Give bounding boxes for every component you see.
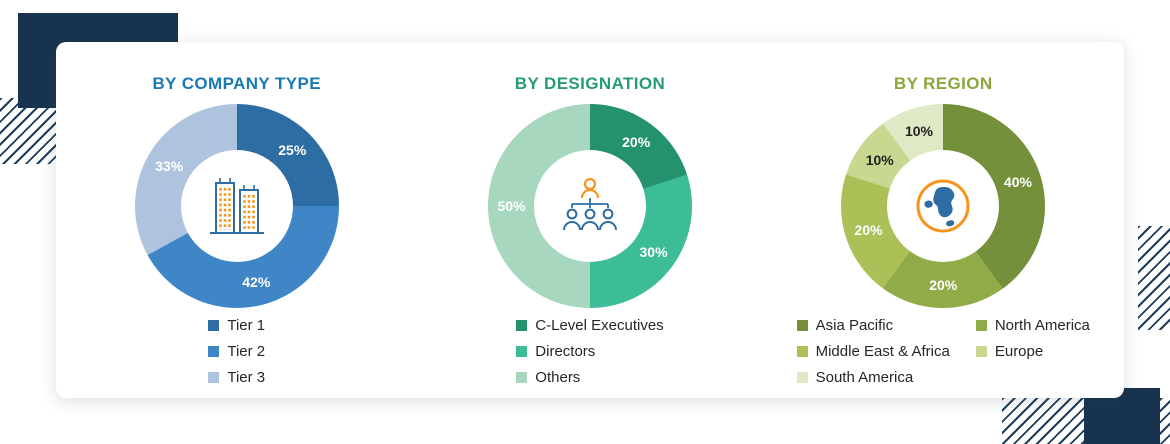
company-type-title: BY COMPANY TYPE bbox=[152, 74, 321, 93]
hatch-pattern-top-left bbox=[0, 98, 58, 164]
legend-swatch bbox=[796, 372, 808, 383]
slice-label: 33% bbox=[155, 158, 184, 175]
legend-column: Asia Pacific Middle East & Africa South Am… bbox=[796, 317, 950, 386]
slice-label: 50% bbox=[497, 198, 526, 214]
slice-label: 30% bbox=[639, 244, 668, 261]
legend-swatch bbox=[208, 346, 220, 357]
legend-item: Directors bbox=[516, 343, 663, 360]
legend-swatch bbox=[208, 372, 220, 383]
region-title: BY REGION bbox=[893, 74, 993, 93]
company-type-chart: BY COMPANY TYPE bbox=[64, 74, 409, 398]
legend-column: C-Level Executives Directors Others bbox=[516, 317, 664, 386]
legend-swatch bbox=[975, 320, 987, 331]
region-chart: BY REGION 40% 20% 20% 10% 10% Asia Pacific Mi… bbox=[771, 74, 1116, 398]
legend-label: Asia Pacific bbox=[815, 317, 894, 334]
legend-item: Tier 2 bbox=[208, 343, 265, 360]
legend-swatch bbox=[516, 320, 528, 331]
legend-column: Tier 1 Tier 2 Tier 3 bbox=[208, 317, 265, 386]
slice-label: 10% bbox=[904, 123, 933, 140]
slice-label: 20% bbox=[622, 134, 651, 151]
donut-center bbox=[534, 150, 646, 262]
legend-column: North America Europe bbox=[975, 317, 1090, 386]
slice-label: 10% bbox=[865, 151, 894, 168]
legend-swatch bbox=[516, 372, 528, 383]
legend-swatch bbox=[975, 346, 987, 357]
legend-label: Others bbox=[535, 369, 581, 386]
designation-donut: 20% 30% 50% bbox=[488, 104, 692, 308]
slice-label: 25% bbox=[278, 142, 307, 159]
buildings-icon bbox=[209, 178, 264, 234]
hatch-pattern-right bbox=[1138, 226, 1170, 330]
designation-legend: C-Level Executives Directors Others bbox=[516, 317, 664, 386]
legend-item: South America bbox=[796, 369, 950, 386]
org-chart-icon bbox=[563, 177, 617, 231]
legend-label: Tier 3 bbox=[227, 369, 266, 386]
legend-swatch bbox=[796, 346, 808, 357]
legend-item: Europe bbox=[975, 343, 1090, 360]
designation-title: BY DESIGNATION bbox=[514, 74, 666, 93]
legend-label: C-Level Executives bbox=[535, 317, 664, 334]
legend-label: Directors bbox=[535, 343, 596, 360]
legend-swatch bbox=[796, 320, 808, 331]
legend-item: C-Level Executives bbox=[516, 317, 664, 334]
slice-label: 42% bbox=[242, 274, 271, 291]
legend-item: Tier 3 bbox=[208, 369, 265, 386]
designation-chart: BY DESIGNATION bbox=[418, 74, 763, 398]
legend-label: Middle East & Africa bbox=[815, 343, 950, 360]
legend-item: North America bbox=[975, 317, 1090, 334]
slice-label: 20% bbox=[854, 222, 883, 239]
slice-label: 40% bbox=[1003, 173, 1032, 190]
legend-label: Europe bbox=[994, 343, 1044, 360]
slice-label: 20% bbox=[929, 276, 958, 293]
legend-item: Middle East & Africa bbox=[796, 343, 950, 360]
infographic-card: BY COMPANY TYPE bbox=[56, 42, 1124, 398]
region-legend: Asia Pacific Middle East & Africa South Am… bbox=[796, 317, 1090, 386]
legend-label: Tier 2 bbox=[227, 343, 266, 360]
legend-label: South America bbox=[815, 369, 914, 386]
legend-swatch bbox=[208, 320, 220, 331]
donut-center bbox=[180, 150, 293, 262]
legend-item: Others bbox=[516, 369, 663, 386]
legend-item: Asia Pacific bbox=[796, 317, 950, 334]
donut-center bbox=[887, 150, 1000, 262]
legend-label: Tier 1 bbox=[227, 317, 266, 334]
company-type-legend: Tier 1 Tier 2 Tier 3 bbox=[208, 317, 265, 386]
region-donut: 40% 20% 20% 10% 10% bbox=[841, 104, 1046, 308]
legend-label: North America bbox=[994, 317, 1090, 334]
legend-swatch bbox=[516, 346, 528, 357]
company-type-donut: 25% 42% 33% bbox=[134, 104, 339, 308]
legend-item: Tier 1 bbox=[208, 317, 265, 334]
globe-icon bbox=[916, 179, 970, 233]
